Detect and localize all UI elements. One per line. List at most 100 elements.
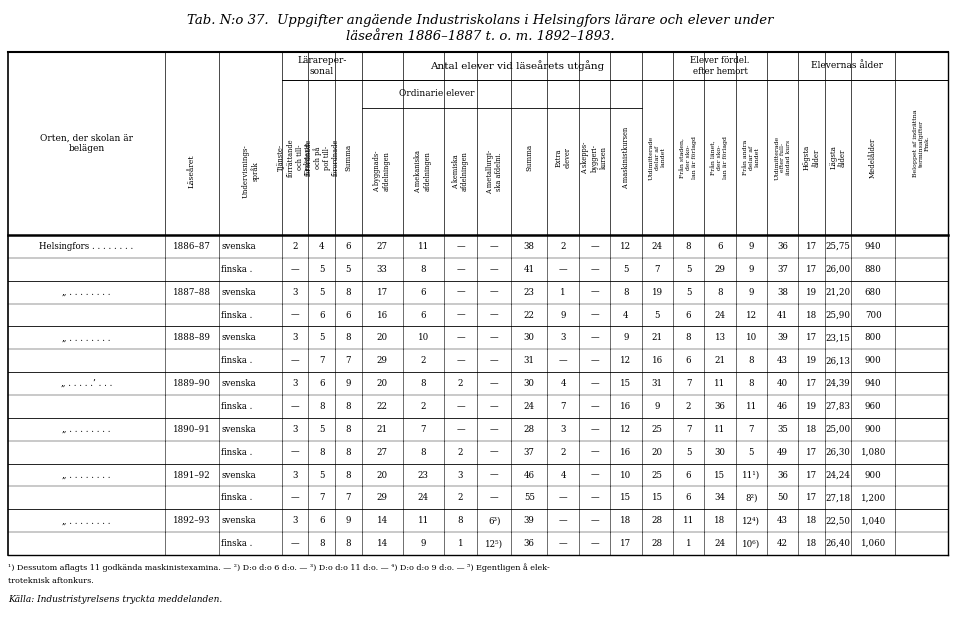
Text: 6³): 6³) bbox=[488, 516, 500, 525]
Text: 23: 23 bbox=[418, 470, 428, 480]
Text: Undervisnings-
språk: Undervisnings- språk bbox=[242, 145, 259, 198]
Text: 7: 7 bbox=[420, 425, 426, 434]
Text: 7: 7 bbox=[346, 493, 351, 502]
Text: A metallurgi-
ska afdelni.: A metallurgi- ska afdelni. bbox=[486, 149, 503, 193]
Text: 10⁶): 10⁶) bbox=[742, 539, 760, 548]
Text: 12: 12 bbox=[620, 425, 632, 434]
Text: 16: 16 bbox=[652, 356, 662, 365]
Text: —: — bbox=[456, 288, 465, 297]
Text: 21: 21 bbox=[376, 425, 388, 434]
Text: 17: 17 bbox=[806, 265, 817, 274]
Text: 6: 6 bbox=[717, 242, 723, 251]
Text: 2: 2 bbox=[458, 493, 464, 502]
Text: 8: 8 bbox=[346, 470, 351, 480]
Text: 8: 8 bbox=[420, 448, 426, 457]
Text: 29: 29 bbox=[376, 493, 388, 502]
Text: Helsingfors . . . . . . . .: Helsingfors . . . . . . . . bbox=[39, 242, 133, 251]
Text: 1889–90: 1889–90 bbox=[173, 379, 211, 388]
Text: 6: 6 bbox=[685, 356, 691, 365]
Text: Orten, der skolan är
belägen: Orten, der skolan är belägen bbox=[40, 134, 132, 153]
Text: 46: 46 bbox=[524, 470, 535, 480]
Text: 11¹): 11¹) bbox=[742, 470, 760, 480]
Text: 24: 24 bbox=[418, 493, 428, 502]
Text: 18: 18 bbox=[806, 425, 817, 434]
Text: 880: 880 bbox=[865, 265, 881, 274]
Text: 15: 15 bbox=[620, 493, 632, 502]
Text: 2: 2 bbox=[458, 379, 464, 388]
Text: 18: 18 bbox=[806, 516, 817, 525]
Text: 10: 10 bbox=[418, 334, 429, 343]
Text: 18: 18 bbox=[806, 311, 817, 320]
Text: 36: 36 bbox=[778, 470, 788, 480]
Text: 26,13: 26,13 bbox=[826, 356, 851, 365]
Text: 18: 18 bbox=[620, 516, 632, 525]
Text: 25,00: 25,00 bbox=[826, 425, 851, 434]
Text: 41: 41 bbox=[778, 311, 788, 320]
Text: —: — bbox=[590, 311, 599, 320]
Text: Utdimitterade
delar af
landet: Utdimitterade delar af landet bbox=[649, 135, 665, 179]
Text: 9: 9 bbox=[346, 379, 351, 388]
Text: —: — bbox=[590, 493, 599, 502]
Text: 1886–87: 1886–87 bbox=[173, 242, 211, 251]
Text: svenska: svenska bbox=[221, 334, 255, 343]
Text: 19: 19 bbox=[806, 356, 817, 365]
Text: 28: 28 bbox=[524, 425, 535, 434]
Text: 8: 8 bbox=[346, 334, 351, 343]
Text: 5: 5 bbox=[319, 425, 324, 434]
Text: 6: 6 bbox=[685, 470, 691, 480]
Text: 1891–92: 1891–92 bbox=[173, 470, 211, 480]
Text: 17: 17 bbox=[806, 470, 817, 480]
Text: 11: 11 bbox=[418, 516, 429, 525]
Text: —: — bbox=[456, 334, 465, 343]
Text: 34: 34 bbox=[714, 493, 726, 502]
Text: 5: 5 bbox=[623, 265, 629, 274]
Text: 8: 8 bbox=[749, 356, 755, 365]
Text: 12: 12 bbox=[746, 311, 756, 320]
Text: 41: 41 bbox=[524, 265, 535, 274]
Text: 30: 30 bbox=[714, 448, 726, 457]
Text: 9: 9 bbox=[346, 516, 351, 525]
Text: —: — bbox=[490, 265, 498, 274]
Text: 17: 17 bbox=[806, 493, 817, 502]
Text: 49: 49 bbox=[778, 448, 788, 457]
Text: 38: 38 bbox=[524, 242, 535, 251]
Text: —: — bbox=[590, 539, 599, 548]
Text: 23: 23 bbox=[524, 288, 535, 297]
Text: 9: 9 bbox=[749, 242, 754, 251]
Text: „ . . . . . . . .: „ . . . . . . . . bbox=[62, 470, 110, 480]
Text: Antal elever vid läseårets utgång: Antal elever vid läseårets utgång bbox=[430, 61, 605, 71]
Text: 20: 20 bbox=[376, 470, 388, 480]
Text: 43: 43 bbox=[778, 356, 788, 365]
Text: 960: 960 bbox=[865, 402, 881, 411]
Text: Beloppet af indrättna
terminsafgifter
Fmk.: Beloppet af indrättna terminsafgifter Fm… bbox=[913, 110, 929, 177]
Text: Medelålder: Medelålder bbox=[869, 137, 877, 178]
Text: 1892–93: 1892–93 bbox=[173, 516, 211, 525]
Text: —: — bbox=[456, 356, 465, 365]
Text: 8: 8 bbox=[346, 539, 351, 548]
Text: „ . . . . . . . .: „ . . . . . . . . bbox=[62, 334, 110, 343]
Text: 8: 8 bbox=[420, 379, 426, 388]
Text: 29: 29 bbox=[714, 265, 726, 274]
Text: —: — bbox=[456, 242, 465, 251]
Text: 11: 11 bbox=[418, 242, 429, 251]
Text: —: — bbox=[490, 425, 498, 434]
Text: 900: 900 bbox=[865, 356, 881, 365]
Text: 5: 5 bbox=[685, 448, 691, 457]
Text: 25,75: 25,75 bbox=[826, 242, 851, 251]
Text: 21,20: 21,20 bbox=[826, 288, 851, 297]
Text: „ . . . . . . . .: „ . . . . . . . . bbox=[62, 516, 110, 525]
Text: 4: 4 bbox=[561, 470, 565, 480]
Text: 6: 6 bbox=[685, 311, 691, 320]
Text: 15: 15 bbox=[714, 470, 726, 480]
Text: Elevernas ålder: Elevernas ålder bbox=[810, 61, 882, 71]
Text: 4: 4 bbox=[561, 379, 565, 388]
Text: 5: 5 bbox=[655, 311, 660, 320]
Text: A skepps-
byggeri-
kursen: A skepps- byggeri- kursen bbox=[581, 141, 608, 174]
Text: A kemiska
afdelningen: A kemiska afdelningen bbox=[452, 152, 469, 191]
Text: 42: 42 bbox=[778, 539, 788, 548]
Text: 17: 17 bbox=[620, 539, 632, 548]
Text: 24: 24 bbox=[714, 539, 726, 548]
Text: 6: 6 bbox=[319, 516, 324, 525]
Text: svenska: svenska bbox=[221, 242, 255, 251]
Text: 30: 30 bbox=[524, 334, 535, 343]
